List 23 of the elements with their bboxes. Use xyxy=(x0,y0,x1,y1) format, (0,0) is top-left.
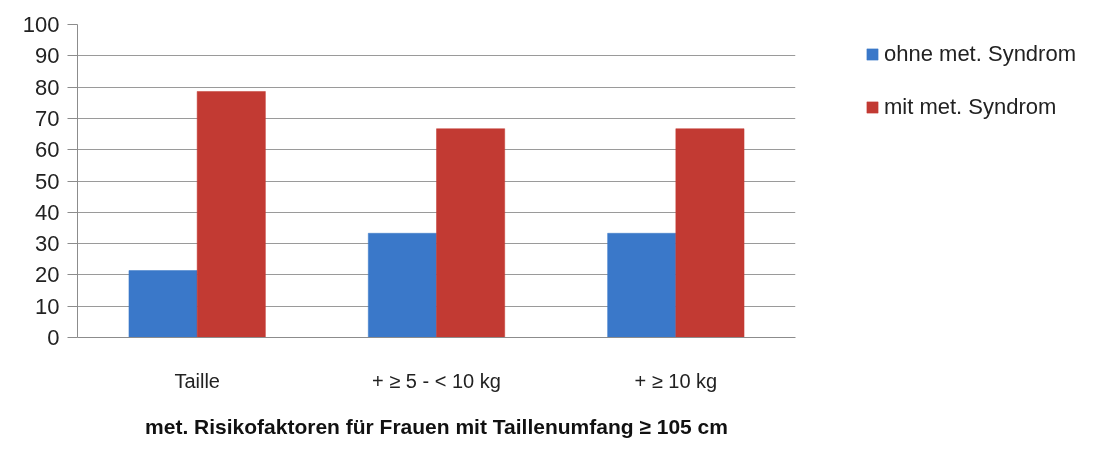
bar xyxy=(607,233,677,338)
bar xyxy=(368,233,437,338)
y-tick-label: 40 xyxy=(35,199,60,225)
y-tick-label: 60 xyxy=(35,137,60,163)
x-tick-label: + ≥ 5 - < 10 kg xyxy=(372,369,501,392)
y-tick-label: 90 xyxy=(35,43,60,69)
x-tick-label: + ≥ 10 kg xyxy=(634,369,718,392)
bar xyxy=(128,270,198,338)
x-axis-title: met. Risikofaktoren für Frauen mit Taillenumfang ≥ 105 cm xyxy=(145,414,728,438)
bar xyxy=(675,128,745,338)
y-tick-label: 50 xyxy=(35,168,60,194)
bar xyxy=(436,128,505,338)
y-tick-label: 10 xyxy=(35,293,60,319)
x-tick-label: Taille xyxy=(174,369,220,392)
bar xyxy=(196,91,266,338)
legend-label: mit met. Syndrom xyxy=(884,94,1057,120)
y-tick-label: 20 xyxy=(35,262,60,288)
y-tick-label: 30 xyxy=(35,231,60,257)
legend-label: ohne met. Syndrom xyxy=(884,41,1076,67)
y-tick-label: 0 xyxy=(47,325,60,350)
y-tick-label: 70 xyxy=(35,105,60,131)
y-tick-label: 100 xyxy=(22,12,60,37)
y-tick-label: 80 xyxy=(35,74,60,100)
